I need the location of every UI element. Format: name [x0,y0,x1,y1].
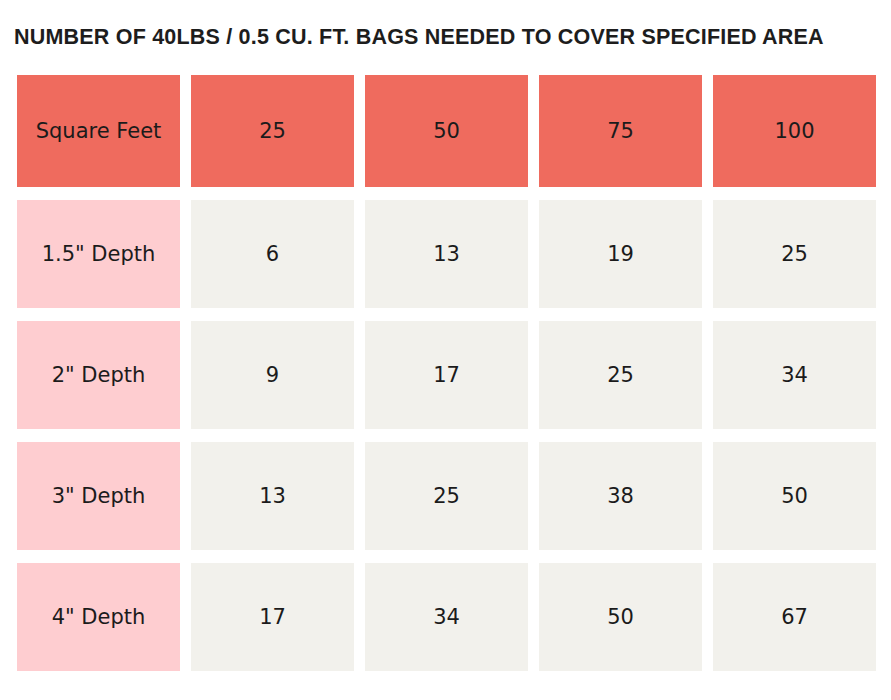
coverage-table: Square Feet 25 50 75 100 1.5" Depth 6 13… [17,75,891,671]
table-cell: 6 [191,200,354,308]
row-label-3-depth: 3" Depth [17,442,180,550]
table-cell: 17 [365,321,528,429]
row-label-4-depth: 4" Depth [17,563,180,671]
table-cell: 25 [713,200,876,308]
row-label-1-5-depth: 1.5" Depth [17,200,180,308]
row-label-2-depth: 2" Depth [17,321,180,429]
column-header-50: 50 [365,75,528,187]
column-header-75: 75 [539,75,702,187]
column-header-25: 25 [191,75,354,187]
table-cell: 17 [191,563,354,671]
page-title: NUMBER OF 40LBS / 0.5 CU. FT. BAGS NEEDE… [14,24,891,50]
bag-coverage-page: NUMBER OF 40LBS / 0.5 CU. FT. BAGS NEEDE… [0,24,891,671]
table-cell: 50 [713,442,876,550]
table-cell: 13 [365,200,528,308]
column-header-100: 100 [713,75,876,187]
column-header-square-feet: Square Feet [17,75,180,187]
table-cell: 34 [365,563,528,671]
table-cell: 13 [191,442,354,550]
table-cell: 19 [539,200,702,308]
table-cell: 38 [539,442,702,550]
table-cell: 9 [191,321,354,429]
table-cell: 34 [713,321,876,429]
table-cell: 50 [539,563,702,671]
table-cell: 25 [539,321,702,429]
table-cell: 67 [713,563,876,671]
table-cell: 25 [365,442,528,550]
